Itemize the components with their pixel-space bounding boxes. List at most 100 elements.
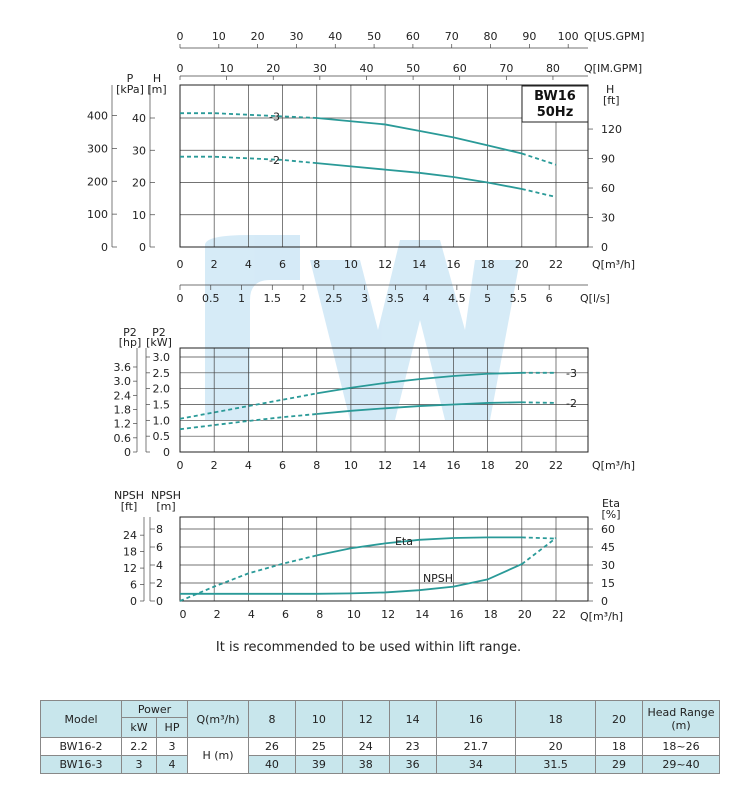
tick-label: 22 <box>549 258 563 271</box>
head-cell: 25 <box>294 737 343 756</box>
tick-label: 2.4 <box>114 389 132 402</box>
tick-label: 0 <box>139 241 146 254</box>
axis-label: [m] <box>156 500 175 513</box>
tick-label: 2.0 <box>153 383 171 396</box>
tick-label: 100 <box>558 30 579 43</box>
tick-label: 10 <box>344 258 358 271</box>
tick-label: 20 <box>251 30 265 43</box>
tick-label: 18 <box>481 459 495 472</box>
tick-label: 10 <box>344 459 358 472</box>
head-cell: 36 <box>388 755 437 774</box>
tick-label: 22 <box>552 608 566 621</box>
npsh-curve <box>180 563 523 595</box>
plot-frame <box>179 84 589 248</box>
tick-label: 30 <box>313 62 327 75</box>
tick-label: 0.5 <box>153 430 171 443</box>
tick-label: 10 <box>347 608 361 621</box>
axis-label: H <box>153 72 161 85</box>
table-row: BW16-2 2.2 3 H (m) 26 25 24 23 21.7 20 1… <box>40 737 720 774</box>
axis-label: Eta <box>602 497 620 510</box>
tick-label: 45 <box>601 541 615 554</box>
tick-label: 2.5 <box>153 367 171 380</box>
axis-label: [%] <box>601 508 620 521</box>
tick-label: 0 <box>177 258 184 271</box>
head-cell: 34 <box>435 755 517 774</box>
tick-label: 0 <box>177 292 184 305</box>
tick-label: 12 <box>123 562 137 575</box>
tick-label: 1 <box>238 292 245 305</box>
power-curve-dashed <box>179 413 317 431</box>
power-header: Power <box>121 699 188 719</box>
tick-label: 40 <box>132 112 146 125</box>
tick-label: 0 <box>163 446 170 459</box>
tick-label: 12 <box>378 459 392 472</box>
tick-label: 6 <box>546 292 553 305</box>
tick-label: 0.6 <box>114 432 132 445</box>
tick-label: 4 <box>248 608 255 621</box>
tick-label: 2 <box>300 292 307 305</box>
tick-label: 2 <box>156 577 163 590</box>
tick-label: 16 <box>446 459 460 472</box>
tick-label: 1.8 <box>114 403 132 416</box>
head-cell: 29 <box>595 755 643 774</box>
tick-label: 20 <box>266 62 280 75</box>
watermark-logo <box>205 235 520 420</box>
q-col-header: 20 <box>595 700 643 738</box>
axis-label: [kPa] <box>116 83 144 96</box>
tick-label: 4 <box>245 258 252 271</box>
tick-label: 80 <box>484 30 498 43</box>
power-curve <box>316 371 522 395</box>
tick-label: 90 <box>601 153 615 166</box>
tick-label: 0 <box>156 595 163 608</box>
tick-label: 14 <box>412 258 426 271</box>
axis-label: Q[IM.GPM] <box>584 62 642 75</box>
tick-label: 40 <box>359 62 373 75</box>
q-col-header: 8 <box>248 700 296 738</box>
power-curve-dashed <box>521 401 557 404</box>
power-curve <box>316 401 522 415</box>
tick-label: 8 <box>313 459 320 472</box>
tick-label: 10 <box>212 30 226 43</box>
head-cell: 26 <box>248 737 296 756</box>
head-cell: 24 <box>341 737 390 756</box>
tick-label: 30 <box>289 30 303 43</box>
kw-cell: 2.2 <box>121 737 157 756</box>
tick-label: 1.0 <box>153 414 171 427</box>
range-cell: 29~40 <box>642 755 720 774</box>
tick-label: 100 <box>87 208 108 221</box>
tick-label: 30 <box>601 559 615 572</box>
tick-label: 2 <box>214 608 221 621</box>
tick-label: 2 <box>211 258 218 271</box>
head-cell: 21.7 <box>435 737 517 756</box>
spec-table: Model Power Q(m³/h) 8 10 12 14 16 18 20 … <box>40 699 720 774</box>
power-curve-dashed <box>179 392 317 420</box>
axis-label: [ft] <box>121 500 138 513</box>
series-label: -3 <box>269 110 280 123</box>
tick-label: 22 <box>549 459 563 472</box>
eta-curve-dashed <box>179 554 317 602</box>
tick-label: 200 <box>87 175 108 188</box>
npsh-curve-dashed <box>521 537 557 565</box>
axis-label: Q[m³/h] <box>592 258 635 271</box>
series-label: -2 <box>566 397 577 410</box>
model-header: Model <box>40 700 122 738</box>
head-cell: 23 <box>388 737 437 756</box>
tick-label: 0 <box>177 62 184 75</box>
tick-label: 3 <box>361 292 368 305</box>
tick-label: 0 <box>101 241 108 254</box>
tick-label: 0 <box>130 595 137 608</box>
tick-label: 20 <box>515 459 529 472</box>
tick-label: 6 <box>156 541 163 554</box>
axis-label: Q[l/s] <box>580 292 610 305</box>
model-cell: BW16-2 <box>40 737 122 756</box>
tick-label: 6 <box>130 579 137 592</box>
tick-label: 12 <box>381 608 395 621</box>
h-unit-cell: H (m) <box>187 737 249 774</box>
tick-label: 15 <box>601 577 615 590</box>
model-badge <box>521 85 589 123</box>
tick-label: 4 <box>423 292 430 305</box>
tick-label: 80 <box>546 62 560 75</box>
head-cell: 20 <box>515 737 597 756</box>
tick-label: 6 <box>279 258 286 271</box>
tick-label: 10 <box>220 62 234 75</box>
